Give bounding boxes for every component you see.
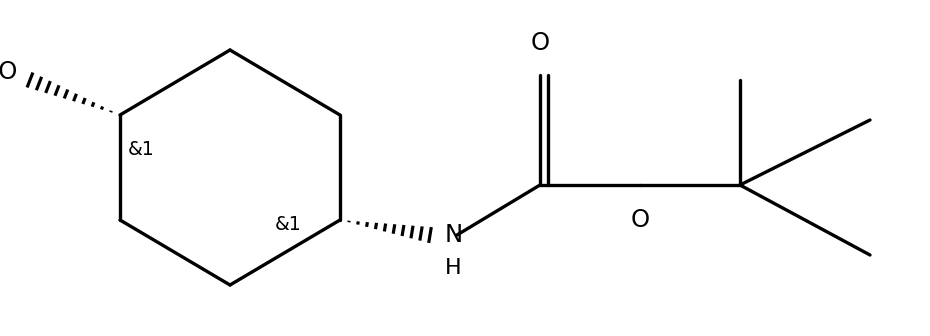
Text: O: O <box>631 208 649 232</box>
Text: H: H <box>445 258 461 278</box>
Text: N: N <box>445 223 463 247</box>
Text: HO: HO <box>0 60 18 84</box>
Text: O: O <box>530 31 550 55</box>
Text: &1: &1 <box>128 140 154 159</box>
Text: &1: &1 <box>275 215 301 234</box>
